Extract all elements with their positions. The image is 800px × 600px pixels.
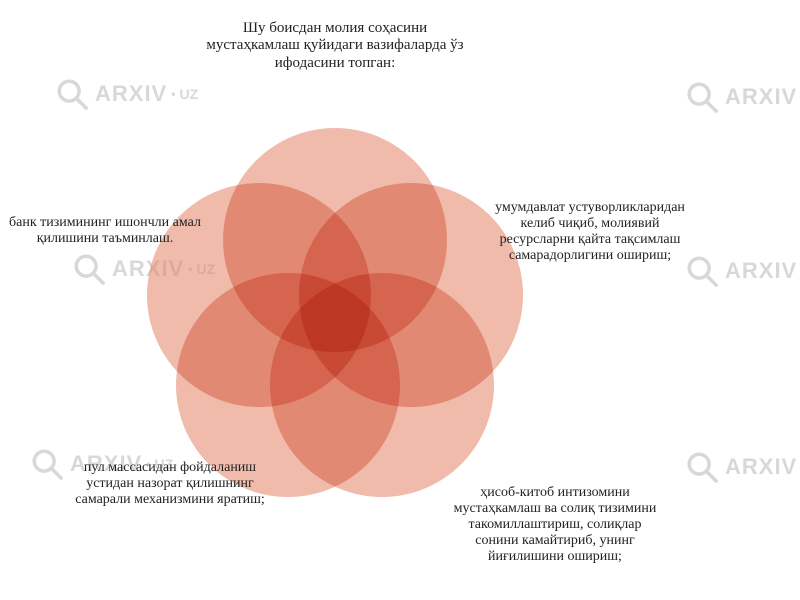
label-left-lower: пул массасидан фойдаланиш устидан назора…: [60, 460, 280, 508]
label-right-upper: умумдавлат устуворликларидан келиб чиқиб…: [485, 200, 695, 264]
label-top: Шу боисдан молия соҳасини мустаҳкамлаш қ…: [205, 20, 465, 72]
label-left-upper: банк тизимининг ишончли амал қилишини та…: [0, 215, 213, 247]
labels-layer: Шу боисдан молия соҳасини мустаҳкамлаш қ…: [0, 0, 800, 600]
label-right-lower: ҳисоб-китоб интизомини мустаҳкамлаш ва с…: [450, 485, 660, 565]
